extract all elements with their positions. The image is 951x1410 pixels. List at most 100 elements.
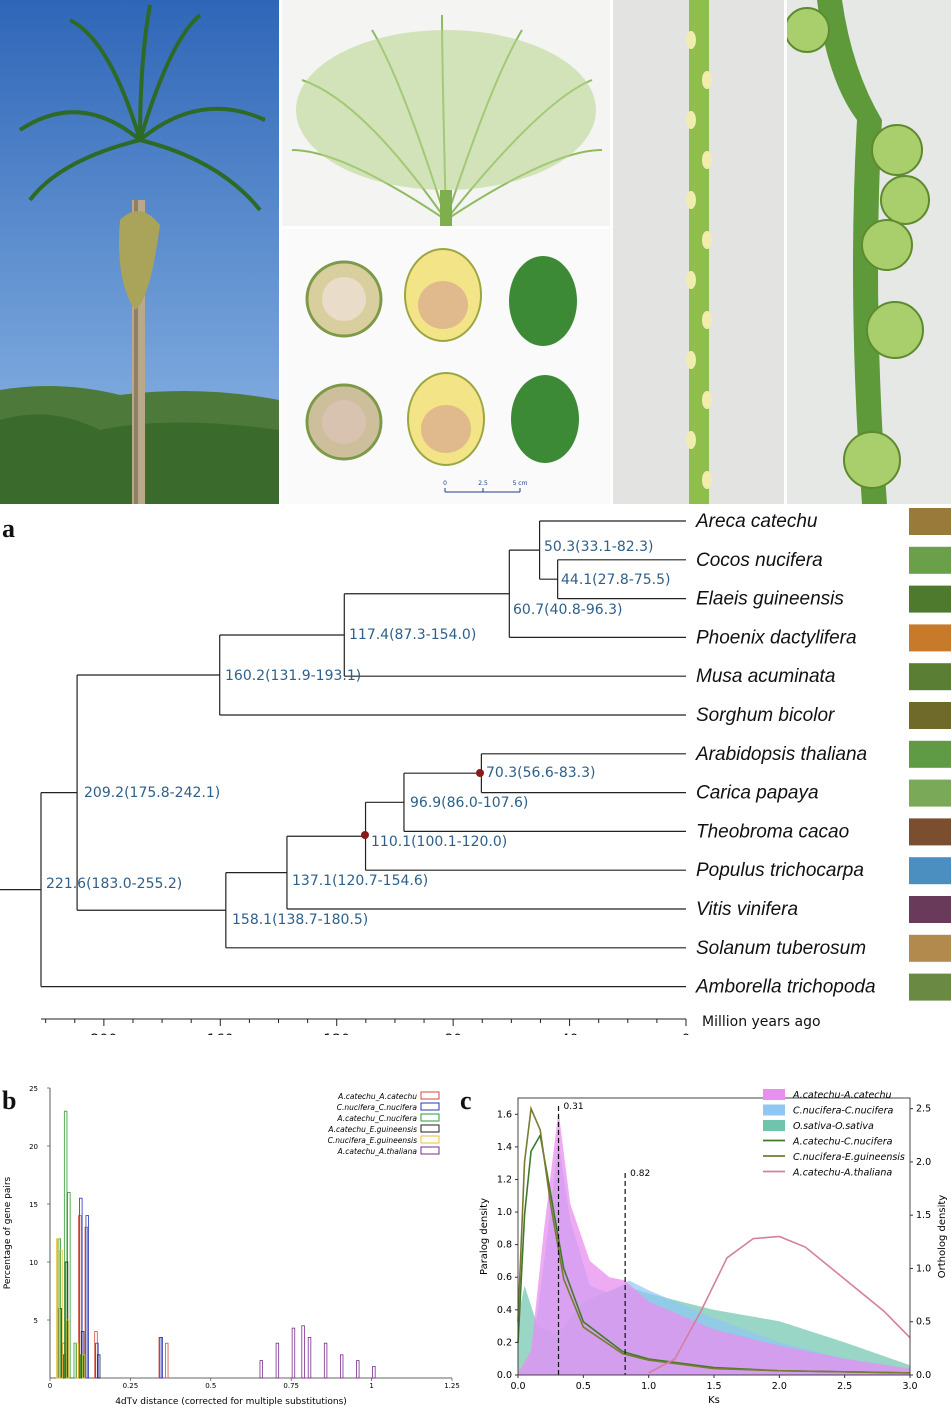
x-tick-label: 0 xyxy=(48,1382,52,1390)
species-thumbnail xyxy=(909,585,951,613)
histogram-bar xyxy=(307,1336,312,1379)
node-age-label: 110.1(100.1-120.0) xyxy=(371,834,507,850)
histogram-bar xyxy=(95,1342,99,1379)
histogram-bar xyxy=(275,1342,280,1379)
y2-tick-label: 2.0 xyxy=(916,1157,931,1168)
fruit-photo: 0 2.5 5 cm xyxy=(282,229,610,504)
node-age-label: 137.1(120.7-154.6) xyxy=(292,873,428,889)
svg-text:0: 0 xyxy=(443,480,447,487)
node-age-label: 60.7(40.8-96.3) xyxy=(513,602,623,618)
panel-b-letter: b xyxy=(2,1086,17,1115)
histogram-bar xyxy=(75,1342,79,1379)
x-tick-label: 1 xyxy=(369,1382,373,1390)
y2-tick-label: 0.5 xyxy=(916,1317,931,1328)
legend-label: A.catechu_A.catechu xyxy=(337,1092,417,1101)
taxon-label: Carica papaya xyxy=(696,783,819,804)
histogram-bar xyxy=(259,1360,263,1379)
time-axis-tick-label: 40 xyxy=(561,1032,579,1035)
histogram-bar xyxy=(323,1342,328,1379)
rachis-photo xyxy=(613,0,784,504)
y-tick-label: 15 xyxy=(29,1201,38,1209)
y-tick-label: 20 xyxy=(29,1143,38,1151)
density-line xyxy=(648,1235,911,1374)
flower-buds-photo xyxy=(787,0,951,504)
species-thumbnail xyxy=(909,624,951,652)
histogram-bar xyxy=(65,1319,70,1379)
taxon-label: Arabidopsis thaliana xyxy=(695,744,867,765)
taxon-label: Theobroma cacao xyxy=(696,821,849,842)
y-tick-label: 1.6 xyxy=(497,1109,512,1120)
x-tick-label: 0.5 xyxy=(576,1381,591,1392)
histogram-bar xyxy=(372,1365,376,1379)
legend-label: C.nucifera_E.guineensis xyxy=(328,1136,417,1145)
peak-label: 0.31 xyxy=(564,1102,584,1112)
panel-c-letter: c xyxy=(460,1086,472,1115)
x-tick-label: 0.75 xyxy=(283,1382,299,1390)
y2-axis-label: Ortholog density xyxy=(937,1195,948,1279)
histogram-bar xyxy=(79,1197,83,1379)
histogram-bar xyxy=(85,1215,89,1379)
time-axis-tick-label: 160 xyxy=(207,1032,234,1035)
taxon-label: Musa acuminata xyxy=(696,666,835,687)
taxon-label: Areca catechu xyxy=(695,511,818,532)
calibration-dot xyxy=(476,769,484,777)
histogram-bar xyxy=(291,1327,296,1379)
panel-a-letter: a xyxy=(2,514,15,543)
4dtv-histogram: 5 10 15 20 25 0 0.25 0.5 0.75 1 1.25 Percentage of … xyxy=(3,1085,460,1407)
histogram-bar xyxy=(73,1342,77,1379)
x-axis-label: Ks xyxy=(708,1395,720,1406)
y-tick-label: 10 xyxy=(29,1259,38,1267)
legend-label: A.catechu-C.nucifera xyxy=(792,1137,893,1148)
density-line xyxy=(517,1105,911,1374)
time-axis-tick-label: 120 xyxy=(323,1032,350,1035)
taxon-label: Solanum tuberosum xyxy=(696,938,866,959)
histogram-bar xyxy=(165,1342,169,1379)
histogram-bar xyxy=(94,1331,98,1379)
x-tick-label: 2.5 xyxy=(837,1381,852,1392)
time-axis-tick-label: 200 xyxy=(91,1032,118,1035)
histogram-bar xyxy=(301,1325,305,1379)
palm-tree-photo xyxy=(0,0,279,504)
y-axis-label: Paralog density xyxy=(479,1198,490,1275)
taxon-label: Phoenix dactylifera xyxy=(696,627,857,648)
peak-label: 0.82 xyxy=(630,1169,650,1179)
species-thumbnail xyxy=(909,740,951,768)
legend-label: A.catechu-A.thaliana xyxy=(792,1168,892,1179)
legend-swatch xyxy=(420,1102,440,1111)
svg-text:5 cm: 5 cm xyxy=(513,480,528,487)
histogram-bar xyxy=(59,1249,63,1379)
node-age-label: 221.6(183.0-255.2) xyxy=(46,876,182,892)
density-line xyxy=(517,1132,911,1374)
phylogenetic-tree: 50.3(33.1-82.3) 44.1(27.8-75.5) 60.7(40.8-… xyxy=(0,508,951,1035)
legend-swatch xyxy=(763,1120,785,1131)
scale-bar: 0 2.5 5 cm xyxy=(443,480,528,493)
histogram-bar xyxy=(356,1360,360,1379)
taxon-label: Vitis vinifera xyxy=(696,899,798,920)
y-axis-label: Percentage of gene pairs xyxy=(3,1176,13,1289)
x-tick-label: 0.5 xyxy=(205,1382,216,1390)
histogram-bar xyxy=(81,1354,86,1379)
y-tick-label: 0.4 xyxy=(497,1305,512,1316)
x-tick-label: 3.0 xyxy=(902,1381,917,1392)
x-tick-label: 1.0 xyxy=(641,1381,656,1392)
legend-label: C.nucifera-C.nucifera xyxy=(793,1106,894,1117)
node-age-label: 117.4(87.3-154.0) xyxy=(349,627,476,643)
calibration-dot xyxy=(361,831,369,839)
y2-tick-label: 1.0 xyxy=(916,1263,931,1274)
x-axis-label: 4dTv distance (corrected for multiple su… xyxy=(115,1397,347,1407)
x-tick-label: 1.25 xyxy=(444,1382,460,1390)
y-tick-label: 25 xyxy=(29,1085,38,1093)
species-thumbnail xyxy=(909,779,951,807)
time-axis-label: Million years ago xyxy=(702,1014,821,1030)
taxon-label: Amborella trichopoda xyxy=(695,977,876,998)
legend-swatch xyxy=(420,1113,440,1122)
node-age-label: 160.2(131.9-193.1) xyxy=(225,668,361,684)
legend-swatch xyxy=(420,1124,440,1133)
legend-label: O.sativa-O.sativa xyxy=(793,1121,874,1132)
legend-label: C.nucifera-E.guineensis xyxy=(793,1152,905,1163)
x-tick-label: 1.5 xyxy=(706,1381,721,1392)
legend-swatch xyxy=(763,1089,785,1100)
node-age-label: 96.9(86.0-107.6) xyxy=(410,795,528,811)
y2-tick-label: 0.0 xyxy=(916,1370,931,1381)
histogram-bar xyxy=(339,1354,344,1379)
